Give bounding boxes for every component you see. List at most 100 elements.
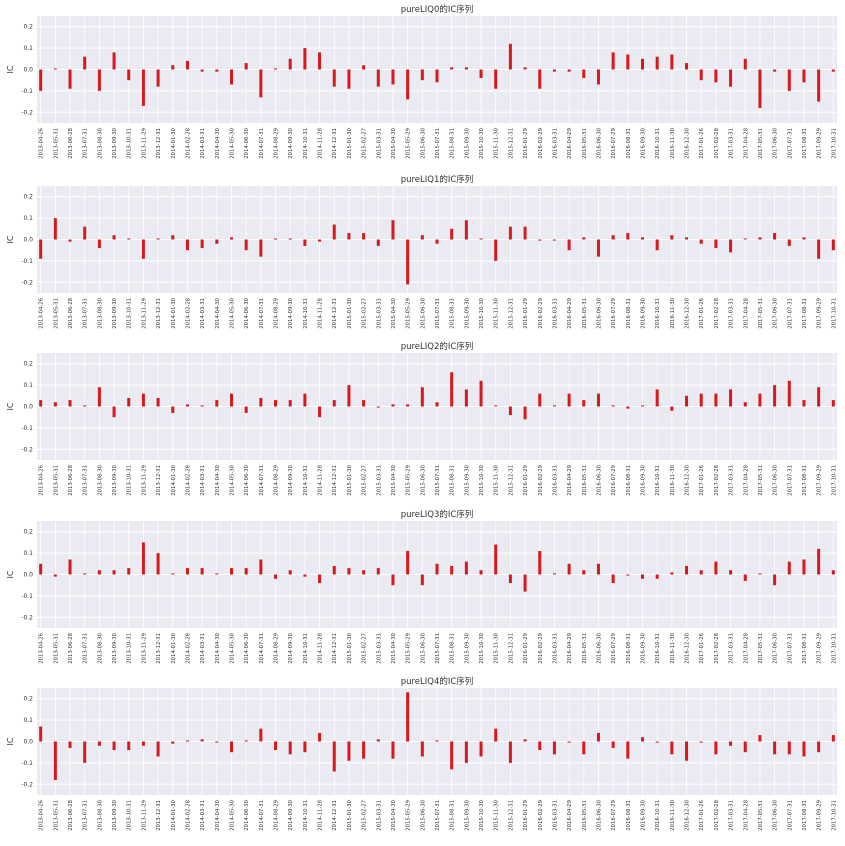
ic-bar xyxy=(494,728,498,742)
ic-bar xyxy=(567,69,571,72)
ic-bar xyxy=(39,239,43,259)
x-tick-label: 2013-12-31 xyxy=(156,800,162,831)
ic-bar xyxy=(802,741,806,757)
y-tick-label: 0.1 xyxy=(23,215,33,222)
x-tick-label: 2014-04-30 xyxy=(215,632,221,663)
x-tick-label: 2014-10-31 xyxy=(303,128,309,159)
ic-bar xyxy=(141,542,145,575)
ic-bar xyxy=(420,387,424,407)
ic-bar xyxy=(406,69,410,100)
x-tick-label: 2014-05-30 xyxy=(229,464,235,495)
x-tick-label: 2015-10-30 xyxy=(479,464,485,495)
x-tick-label: 2015-05-29 xyxy=(406,800,412,831)
ic-bar xyxy=(259,728,263,742)
ic-bar xyxy=(318,239,322,242)
ic-bar xyxy=(318,732,322,742)
x-tick-label: 2015-08-31 xyxy=(450,633,456,664)
ic-bar xyxy=(508,741,512,763)
x-tick-label: 2016-02-29 xyxy=(538,128,544,159)
ic-bar xyxy=(362,741,366,759)
x-tick-label: 2017-10-31 xyxy=(831,465,837,496)
chart-title: pureLIQ3的IC序列 xyxy=(401,509,474,520)
ic-bar xyxy=(274,400,278,407)
ic-bar xyxy=(685,237,689,240)
x-tick-label: 2017-02-28 xyxy=(714,632,720,663)
ic-bar xyxy=(596,732,600,742)
ic-bar xyxy=(127,238,131,240)
x-tick-label: 2014-07-31 xyxy=(259,633,265,664)
ic-bar xyxy=(787,69,791,91)
x-tick-label: 2015-07-31 xyxy=(435,633,441,664)
ic-bar xyxy=(347,233,351,240)
ic-bar xyxy=(112,570,116,575)
ic-bar xyxy=(450,565,454,575)
x-tick-label: 2013-04-26 xyxy=(39,297,45,328)
x-tick-label: 2014-12-31 xyxy=(332,633,338,664)
x-tick-label: 2013-10-31 xyxy=(127,465,133,496)
x-tick-label: 2015-06-30 xyxy=(420,127,426,158)
ic-bar xyxy=(347,741,351,761)
ic-bar xyxy=(200,568,204,575)
x-tick-label: 2014-08-29 xyxy=(274,298,280,329)
ic-bar xyxy=(655,56,659,70)
x-tick-label: 2014-08-29 xyxy=(274,128,280,159)
x-tick-label: 2016-02-29 xyxy=(538,800,544,831)
x-tick-label: 2014-06-30 xyxy=(244,799,250,830)
x-tick-label: 2016-01-29 xyxy=(523,128,529,159)
x-tick-label: 2015-06-30 xyxy=(420,799,426,830)
ic-bar xyxy=(347,568,351,575)
x-tick-label: 2017-05-31 xyxy=(758,128,764,159)
ic-bar xyxy=(53,402,57,407)
chart-title: pureLIQ1的IC序列 xyxy=(401,174,474,185)
x-tick-label: 2015-04-30 xyxy=(391,464,397,495)
ic-bar xyxy=(215,741,219,743)
ic-bar xyxy=(376,568,380,575)
x-tick-label: 2014-02-28 xyxy=(185,297,191,328)
y-tick-label: 0.2 xyxy=(23,696,33,703)
x-tick-label: 2017-06-30 xyxy=(773,464,779,495)
ic-bar xyxy=(171,573,175,575)
ic-bar xyxy=(773,233,777,240)
x-tick-label: 2013-09-30 xyxy=(112,297,118,328)
ic-bar xyxy=(362,570,366,575)
x-tick-label: 2016-04-29 xyxy=(567,128,573,159)
x-tick-label: 2013-11-29 xyxy=(141,800,147,831)
x-tick-label: 2016-06-30 xyxy=(596,799,602,830)
x-tick-label: 2016-06-30 xyxy=(596,464,602,495)
ic-bar xyxy=(215,239,219,244)
x-tick-label: 2014-08-29 xyxy=(274,465,280,496)
ic-bar xyxy=(185,239,189,251)
x-tick-label: 2016-11-30 xyxy=(670,297,676,328)
x-tick-label: 2015-02-27 xyxy=(362,633,368,664)
ic-bar xyxy=(244,568,248,575)
x-tick-label: 2015-12-31 xyxy=(508,633,514,664)
x-tick-label: 2017-01-26 xyxy=(699,632,705,663)
x-tick-label: 2014-03-31 xyxy=(200,465,206,496)
x-tick-label: 2015-03-31 xyxy=(376,800,382,831)
x-tick-label: 2014-04-30 xyxy=(215,127,221,158)
ic-bar xyxy=(303,239,307,246)
x-tick-label: 2013-06-28 xyxy=(68,127,74,158)
ic-bar xyxy=(97,741,101,746)
ic-bar xyxy=(758,237,762,240)
x-tick-label: 2014-12-31 xyxy=(332,128,338,159)
x-tick-label: 2014-05-30 xyxy=(229,632,235,663)
ic-bar xyxy=(523,67,527,70)
x-tick-label: 2014-12-31 xyxy=(332,298,338,329)
x-tick-label: 2016-11-30 xyxy=(670,632,676,663)
x-tick-label: 2017-04-28 xyxy=(743,127,749,158)
x-tick-label: 2016-05-31 xyxy=(582,298,588,329)
ic-bar xyxy=(773,741,777,755)
x-tick-label: 2013-10-31 xyxy=(127,633,133,664)
ic-bar xyxy=(229,568,233,575)
ic-bar xyxy=(406,404,410,407)
x-tick-label: 2015-09-30 xyxy=(464,297,470,328)
x-tick-label: 2016-01-29 xyxy=(523,800,529,831)
x-tick-label: 2013-12-31 xyxy=(156,298,162,329)
ic-bar xyxy=(508,574,512,584)
y-axis-label: IC xyxy=(6,65,15,73)
x-tick-label: 2014-09-30 xyxy=(288,464,294,495)
ic-bar xyxy=(185,60,189,70)
ic-bar xyxy=(596,393,600,407)
